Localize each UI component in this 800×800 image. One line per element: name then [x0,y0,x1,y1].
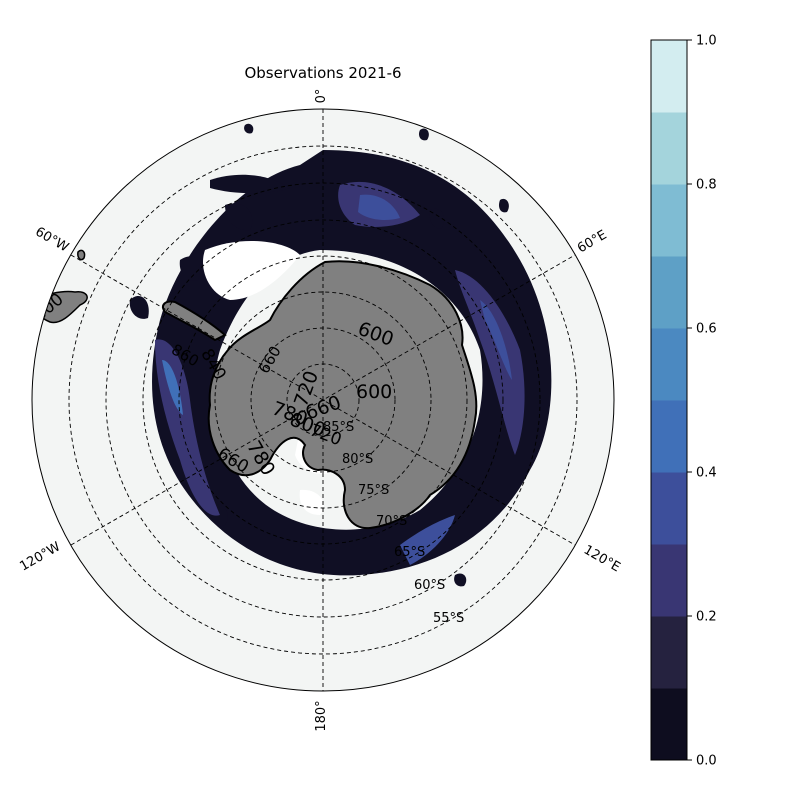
colorbar-level-1 [651,616,687,689]
colorbar-level-4 [651,400,687,473]
colorbar-tick-label: 1.0 [696,34,717,49]
colorbar-level-7 [651,184,687,257]
parallel-label: 75°S [358,483,389,498]
meridian-label-180: 180° [314,700,329,731]
parallel-label: 70°S [376,514,407,529]
colorbar-tick-label: 0.4 [696,466,717,481]
meridian-label-60w: 60°W [32,224,71,255]
colorbar-tick-label: 0.0 [696,754,717,769]
colorbar-levels [651,40,687,761]
map-disc: 600 600 720 660 780 800 720 780 660 840 … [32,109,614,691]
colorbar-level-6 [651,256,687,329]
meridian-label-60e: 60°E [575,228,610,257]
parallel-label: 60°S [414,578,445,593]
meridian-label-120w: 120°W [17,539,63,574]
colorbar-tick-label: 0.6 [696,322,717,337]
colorbar-level-9 [651,40,687,113]
colorbar-level-8 [651,112,687,185]
meridian-label-0: 0° [314,89,329,104]
colorbar-level-3 [651,472,687,545]
parallel-label: 65°S [394,545,425,560]
falkland-islands [77,249,86,261]
meridian-label-120e: 120°E [581,543,623,576]
parallel-label: 80°S [342,452,373,467]
colorbar-level-2 [651,544,687,617]
colorbar-level-5 [651,328,687,401]
colorbar: 0.0 0.2 0.4 0.6 0.8 1.0 [650,34,717,769]
map-boundary [31,108,615,692]
colorbar-ticks: 0.0 0.2 0.4 0.6 0.8 1.0 [687,34,717,769]
contour-label: 600 [356,381,392,403]
colorbar-tick-label: 0.8 [696,178,717,193]
parallel-label: 55°S [433,611,464,626]
antarctic-peninsula [162,300,227,342]
parallel-label: 85°S [323,420,354,435]
antarctica-landmass [207,260,478,530]
colorbar-level-0 [651,688,687,761]
sea-ice-high-concentration [155,181,525,565]
colorbar-tick-label: 0.2 [696,610,717,625]
parallel-labels: 85°S 80°S 75°S 70°S 65°S 60°S 55°S [323,420,464,626]
colorbar-frame [650,39,688,761]
graticule-meridians [70,109,576,691]
map-title: Observations 2021-6 [244,64,401,82]
